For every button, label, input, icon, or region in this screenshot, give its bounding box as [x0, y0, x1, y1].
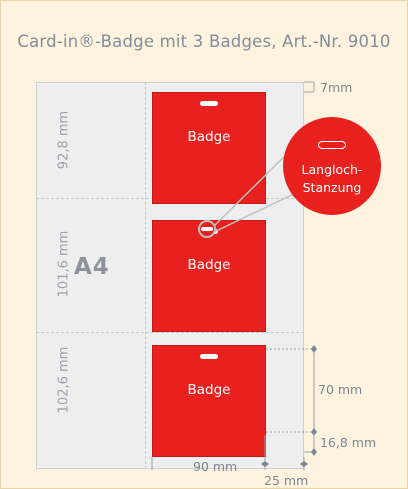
- callout-line-2: Stanzung: [302, 180, 362, 195]
- dim-badge-width: 90 mm: [193, 459, 238, 474]
- dim-side-margin: 25 mm: [264, 473, 309, 488]
- callout-text: Langloch- Stanzung: [283, 161, 381, 197]
- callout-line-1: Langloch-: [301, 162, 363, 177]
- punch-callout: Langloch- Stanzung: [283, 117, 381, 215]
- page-title: Card-in®-Badge mit 3 Badges, Art.-Nr. 90…: [17, 32, 391, 51]
- badge-1: Badge: [152, 92, 266, 204]
- dim-bottom-margin: 16,8 mm: [320, 435, 377, 450]
- slot-hole: [200, 354, 218, 359]
- slot-hole: [200, 101, 218, 106]
- callout-leader-lower: [213, 191, 299, 233]
- badge-label: Badge: [187, 129, 231, 145]
- badge-label: Badge: [187, 382, 231, 398]
- dim-badge-height: 70 mm: [318, 382, 363, 397]
- badge-2: Badge: [152, 220, 266, 332]
- cut-line-2: [36, 332, 304, 333]
- slot-icon: [318, 141, 346, 149]
- fold-line-vertical: [145, 82, 146, 469]
- zoom-marker-slot: [201, 227, 213, 231]
- badge-label: Badge: [187, 257, 231, 273]
- dim-top-margin: 7mm: [320, 80, 353, 95]
- callout-leader-upper: [213, 148, 293, 227]
- badge-3: Badge: [152, 345, 266, 457]
- sheet-format-label: A4: [74, 254, 110, 280]
